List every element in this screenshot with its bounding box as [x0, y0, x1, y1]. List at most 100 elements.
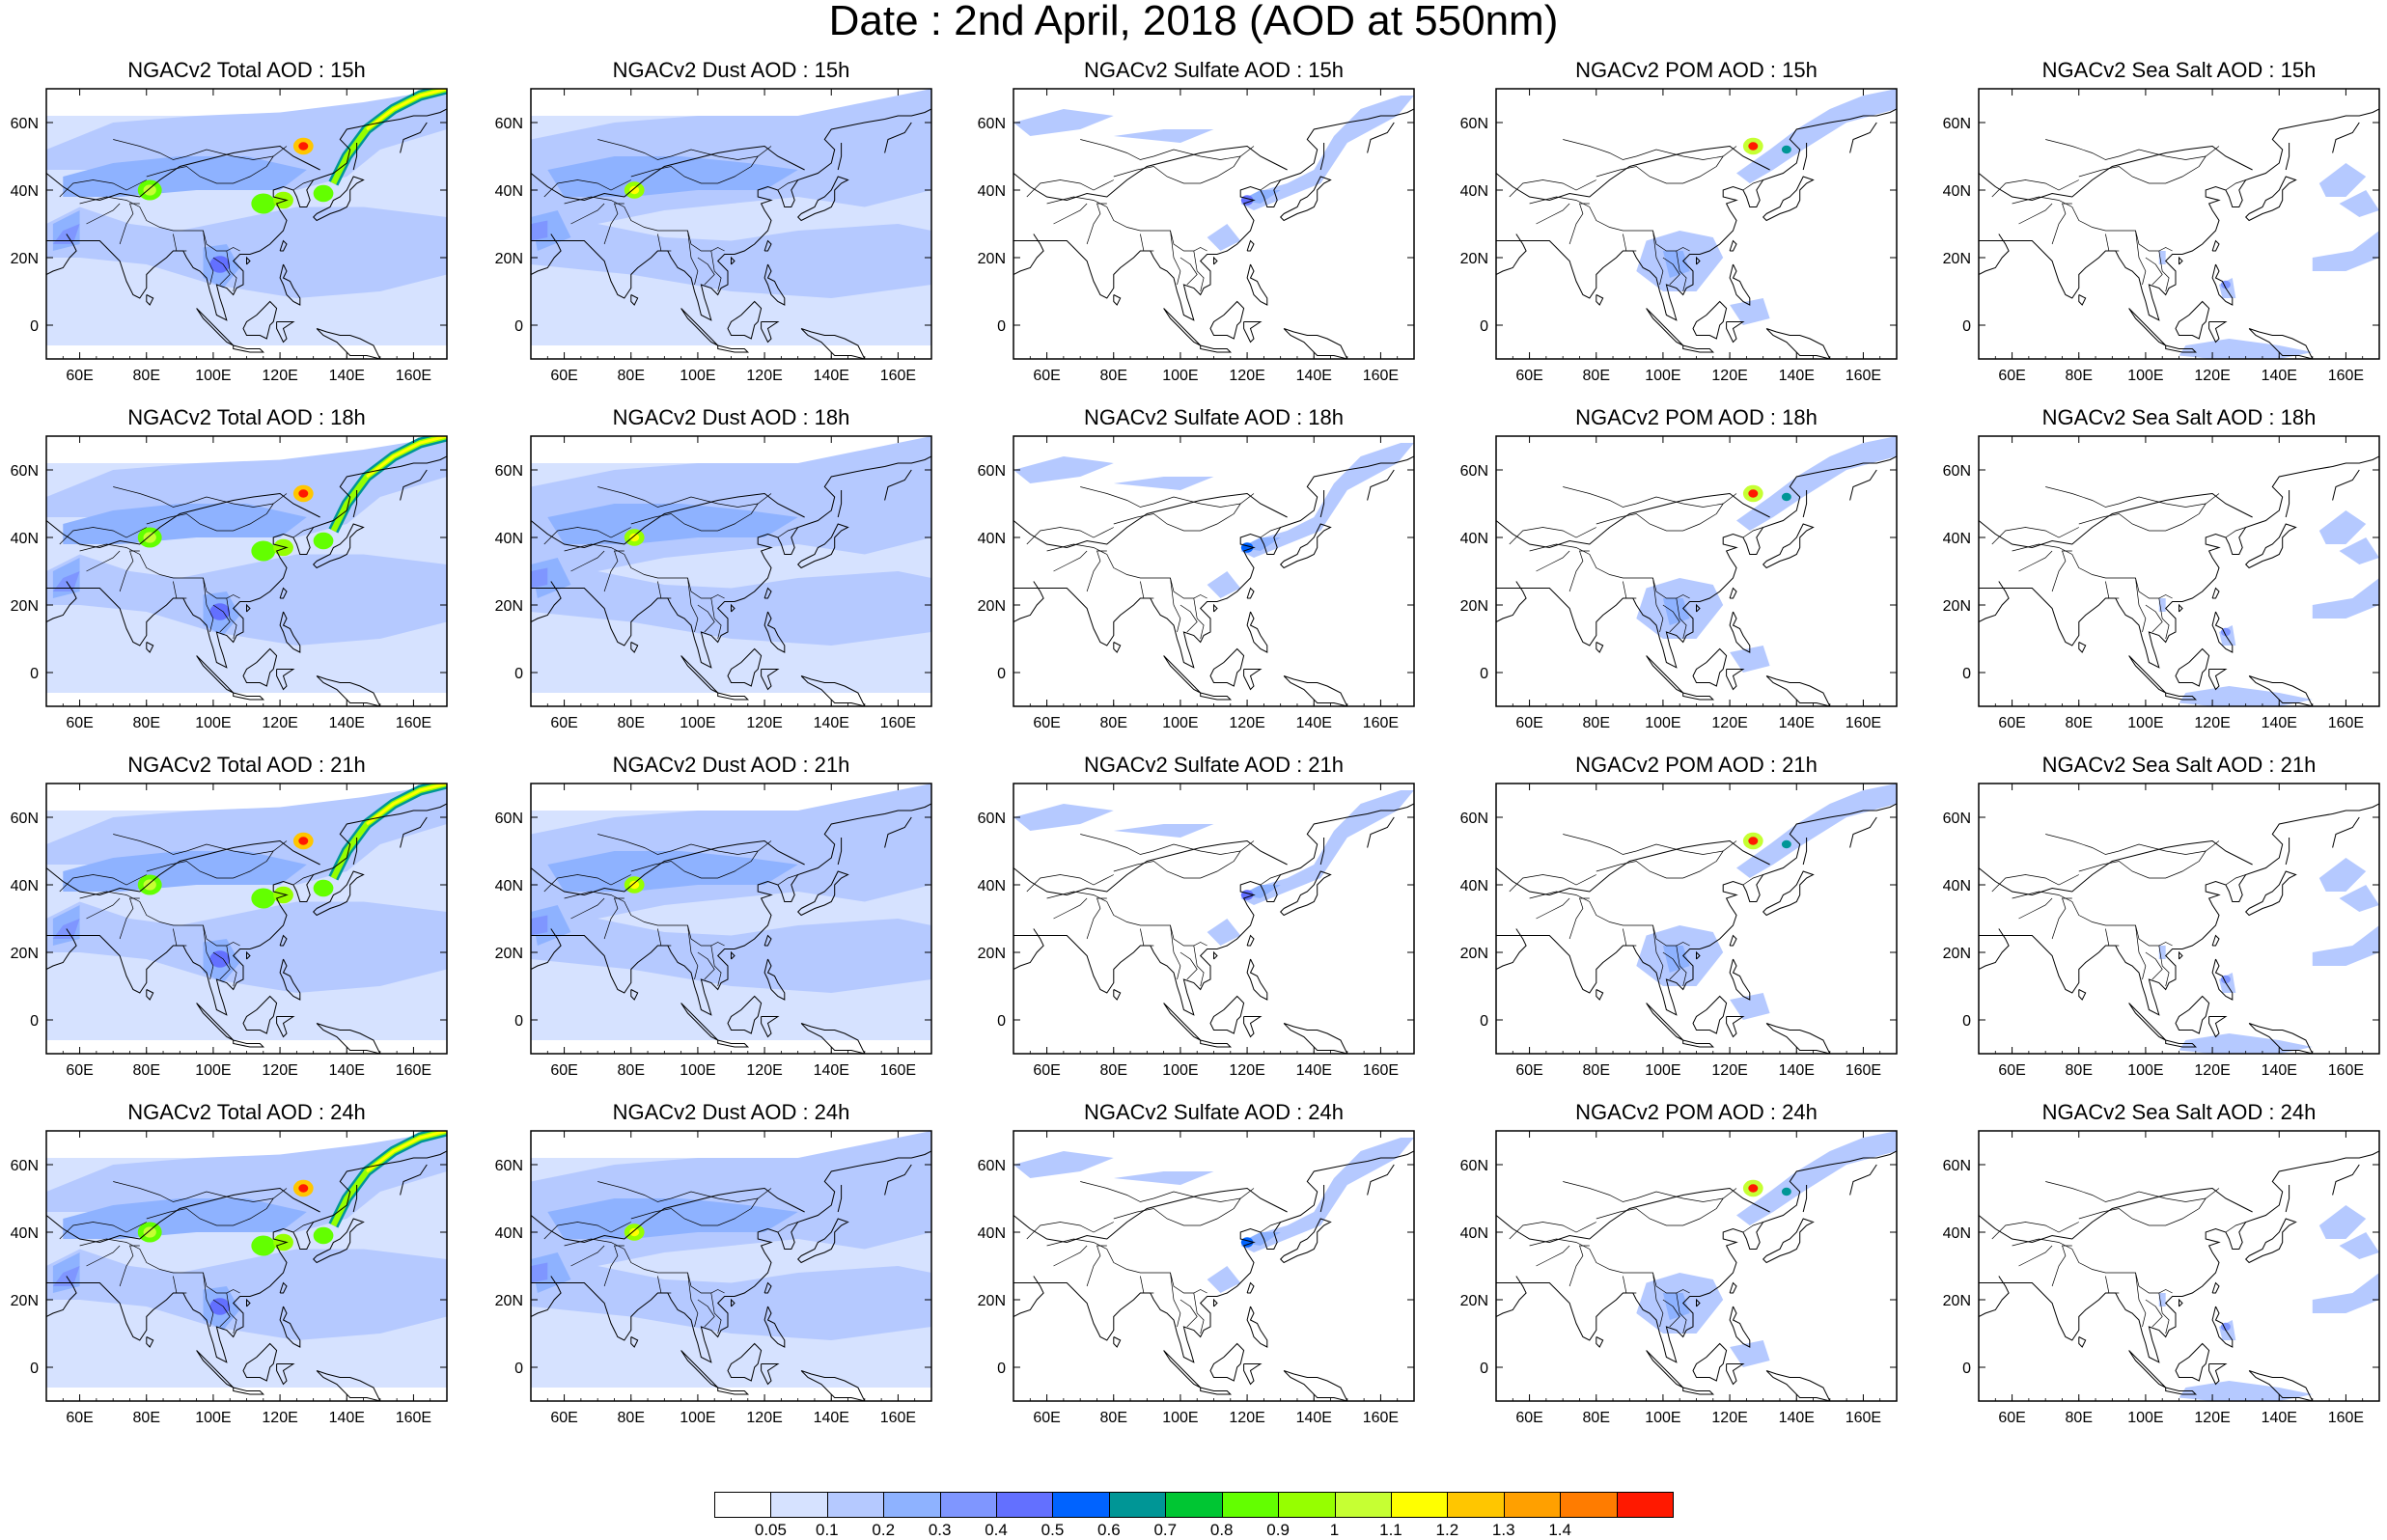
- x-tick-label: 120E: [1711, 1062, 1747, 1079]
- country-border: [292, 1222, 314, 1233]
- coastline: [630, 294, 639, 306]
- y-tick-label: 40N: [11, 531, 39, 547]
- coastline: [1163, 655, 1202, 694]
- aod-hotspot: [1748, 1184, 1759, 1193]
- coastline: [1682, 344, 1715, 353]
- x-tick-label: 140E: [814, 715, 849, 731]
- x-tick-label: 80E: [1583, 368, 1610, 384]
- x-tick-label: 100E: [680, 1410, 715, 1426]
- y-tick-label: 0: [30, 1013, 39, 1030]
- country-border: [2105, 234, 2120, 252]
- aod-hotspot: [1240, 195, 1254, 206]
- country-border: [173, 234, 187, 252]
- x-tick-label: 100E: [1645, 715, 1680, 731]
- aod-map: 60E 80E 100E 120E 140E 160E 60N 40N 20N 0: [1460, 783, 1898, 1079]
- country-border: [1563, 486, 1737, 508]
- coastline: [352, 143, 358, 171]
- map-panel: NGACv2 Total AOD : 24h 60E 80E 100E 120E 140E…: [11, 1100, 448, 1459]
- country-border: [2105, 1276, 2120, 1294]
- coastline: [2248, 1023, 2314, 1054]
- aod-region: [63, 156, 307, 197]
- coastline: [316, 675, 381, 706]
- country-border: [2078, 1197, 2207, 1226]
- country-border: [1026, 874, 1114, 893]
- coastline: [1280, 176, 1332, 222]
- coastline: [1209, 995, 1245, 1034]
- panel-title: NGACv2 POM AOD : 21h: [1575, 753, 1818, 777]
- coastline: [1213, 1298, 1218, 1307]
- map-panel: NGACv2 Sea Salt AOD : 21h 60E 80E 100E 120E 1…: [1943, 753, 2380, 1112]
- colorbar-label: 1.1: [1379, 1521, 1402, 1539]
- coastline: [731, 256, 736, 265]
- country-border: [777, 1222, 798, 1233]
- coastline: [717, 1039, 750, 1048]
- country-border: [292, 874, 314, 886]
- x-tick-label: 120E: [2194, 368, 2230, 384]
- coastline: [1213, 256, 1218, 265]
- coastline: [1283, 1370, 1348, 1401]
- y-tick-label: 60N: [978, 463, 1006, 480]
- coastline: [1729, 1281, 1737, 1294]
- country-border: [2018, 897, 2053, 920]
- country-border: [59, 1222, 147, 1240]
- aod-region: [1736, 1131, 1897, 1225]
- country-border: [570, 550, 605, 572]
- colorbar-label: 0.2: [872, 1521, 896, 1539]
- x-tick-label: 140E: [2262, 368, 2297, 384]
- country-border: [1568, 1245, 1590, 1287]
- y-tick-label: 0: [1480, 1013, 1488, 1030]
- country-border: [710, 250, 722, 292]
- coastline: [46, 839, 320, 896]
- coastline: [531, 803, 931, 1016]
- coastline: [763, 1306, 786, 1348]
- x-tick-label: 140E: [1779, 715, 1815, 731]
- x-tick-label: 100E: [195, 1062, 231, 1079]
- aod-region: [531, 220, 548, 241]
- coastline: [1696, 603, 1701, 613]
- aod-region: [1113, 824, 1214, 838]
- aod-region: [1662, 946, 1690, 973]
- country-border: [1140, 928, 1154, 947]
- country-border: [2051, 1245, 2072, 1287]
- coastline: [837, 143, 843, 171]
- x-tick-label: 120E: [1229, 715, 1264, 731]
- country-border: [2051, 203, 2072, 245]
- y-tick-label: 40N: [11, 1225, 39, 1242]
- x-tick-label: 60E: [1033, 368, 1060, 384]
- aod-map: 60E 80E 100E 120E 140E 160E 60N 40N 20N 0: [495, 435, 932, 731]
- country-border: [1180, 1299, 1198, 1328]
- panel-title: NGACv2 Total AOD : 24h: [127, 1100, 366, 1124]
- x-tick-label: 160E: [880, 715, 916, 731]
- coastline: [2211, 587, 2220, 599]
- x-tick-label: 100E: [1162, 1410, 1198, 1426]
- country-border: [203, 924, 214, 980]
- aod-region: [1113, 129, 1214, 143]
- country-border: [2045, 834, 2220, 855]
- coastline: [196, 655, 235, 694]
- coastline: [531, 145, 805, 202]
- country-border: [1260, 179, 1281, 191]
- coastline: [531, 581, 562, 622]
- y-tick-label: 0: [30, 318, 39, 335]
- coastline: [2245, 176, 2297, 222]
- coastline: [761, 1016, 780, 1038]
- country-border: [564, 891, 725, 947]
- y-tick-label: 20N: [978, 946, 1006, 962]
- country-border: [1742, 1222, 1763, 1233]
- country-border: [1652, 1272, 1664, 1328]
- coastline: [761, 321, 780, 344]
- colorbar-swatch: [1447, 1492, 1505, 1518]
- country-border: [1563, 139, 1737, 160]
- x-tick-label: 160E: [1363, 368, 1399, 384]
- coastline: [1762, 523, 1815, 569]
- x-tick-label: 100E: [1645, 368, 1680, 384]
- country-border: [1260, 1222, 1281, 1233]
- country-border: [1652, 577, 1664, 633]
- coastline: [717, 692, 750, 701]
- x-tick-label: 120E: [746, 715, 782, 731]
- coastline: [717, 1387, 750, 1395]
- coastline: [1113, 989, 1122, 1001]
- colorbar-swatch: [826, 1492, 885, 1518]
- coastline: [2332, 816, 2360, 848]
- country-border: [1046, 196, 1207, 252]
